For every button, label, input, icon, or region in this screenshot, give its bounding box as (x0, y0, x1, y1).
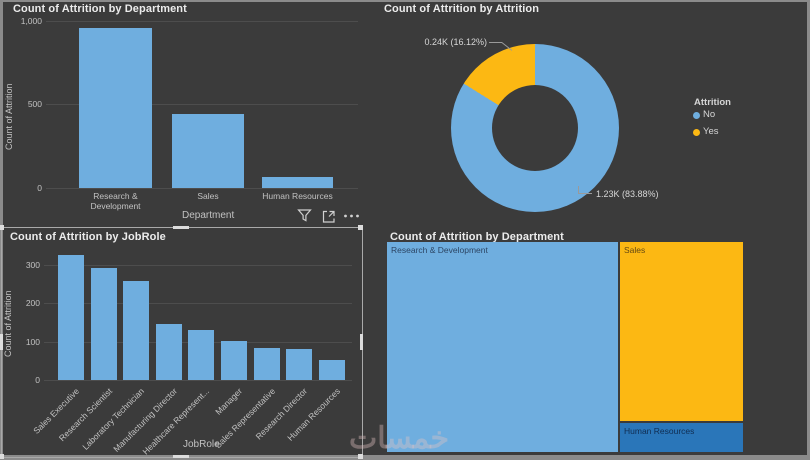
visual-title: Count of Attrition by Attrition (384, 3, 540, 15)
visual-bar-jobrole-content: Count of Attrition by JobRole Count of A… (0, 227, 362, 457)
y-tick: 500 (27, 99, 42, 109)
gridline (46, 104, 358, 105)
x-axis-label: JobRole (183, 439, 220, 450)
visual-donut-attrition[interactable]: Count of Attrition by Attrition 0.24K (1… (368, 0, 807, 227)
frame-top (0, 0, 810, 2)
leader-line (578, 193, 592, 194)
treemap-area: Research & Development Sales Human Resourc… (387, 242, 743, 452)
bar-0[interactable] (79, 28, 152, 188)
leader-line (578, 186, 579, 194)
y-tick: 0 (37, 183, 42, 193)
data-label-yes: 0.24K (16.12%) (424, 37, 487, 47)
visual-title: Count of Attrition by Department (390, 231, 564, 243)
selection-handle[interactable] (0, 334, 3, 350)
bar-1[interactable] (91, 268, 117, 380)
y-tick: 200 (25, 298, 40, 308)
treemap-cell-label: Sales (624, 245, 646, 255)
filter-icon[interactable] (297, 208, 312, 223)
bar-2[interactable] (123, 281, 149, 380)
treemap-cell-1[interactable]: Sales (620, 242, 743, 421)
bar-6[interactable] (254, 348, 280, 380)
more-options-icon[interactable] (343, 212, 360, 220)
selection-handle[interactable] (358, 225, 363, 230)
selection-handle[interactable] (173, 455, 189, 458)
y-tick: 0 (35, 375, 40, 385)
bar-4[interactable] (188, 330, 214, 380)
bar-5[interactable] (221, 341, 247, 380)
legend-dot-yes[interactable] (693, 129, 700, 136)
bar-2[interactable] (262, 177, 333, 188)
plot-area: Research & Development Sales Human Resourc… (0, 0, 368, 227)
y-tick: 1,000 (20, 16, 42, 26)
x-axis-label: Department (182, 210, 235, 221)
leader-line (489, 42, 502, 43)
gridline (44, 380, 352, 381)
bar-0[interactable] (58, 255, 84, 380)
legend-item-no[interactable]: No (703, 109, 716, 120)
category-label: Sales (197, 191, 219, 201)
selection-handle[interactable] (0, 225, 4, 230)
treemap-cell-2[interactable]: Human Resources (620, 423, 743, 452)
gridline (44, 303, 352, 304)
frame-right (807, 0, 810, 460)
khamsat-watermark: خمسات (349, 422, 450, 455)
visual-title: Count of Attrition by JobRole (10, 231, 166, 243)
treemap-cell-label: Human Resources (624, 426, 695, 436)
visual-bar-department[interactable]: Count of Attrition by Department Count o… (0, 0, 368, 227)
legend-dot-no[interactable] (693, 112, 700, 119)
plot-area: Sales Executive Research Scientist Laborat… (0, 227, 362, 457)
bar-3[interactable] (156, 324, 182, 380)
selection-handle[interactable] (358, 454, 363, 459)
gridline (44, 265, 352, 266)
donut-hole (492, 85, 578, 171)
y-tick: 100 (25, 337, 40, 347)
frame-bottom (0, 455, 810, 460)
focus-mode-icon[interactable] (321, 209, 336, 224)
bar-7[interactable] (286, 349, 312, 380)
category-label: Research & Development (90, 191, 141, 212)
gridline (46, 21, 358, 22)
visual-treemap-department[interactable]: Count of Attrition by Department Researc… (385, 228, 747, 455)
bar-8[interactable] (319, 360, 345, 380)
data-label-no: 1.23K (83.88%) (596, 189, 659, 199)
legend-title: Attrition (694, 97, 731, 108)
y-tick: 300 (25, 260, 40, 270)
treemap-cell-label: Research & Development (391, 245, 488, 255)
legend-item-yes[interactable]: Yes (703, 126, 719, 137)
category-label: Human Resources (262, 191, 333, 201)
selection-handle[interactable] (0, 454, 4, 459)
visual-title: Count of Attrition by Department (13, 3, 187, 15)
treemap-cell-0[interactable]: Research & Development (387, 242, 618, 452)
selection-handle[interactable] (173, 226, 189, 229)
bar-1[interactable] (172, 114, 244, 188)
gridline (46, 188, 358, 189)
selection-handle[interactable] (360, 334, 363, 350)
